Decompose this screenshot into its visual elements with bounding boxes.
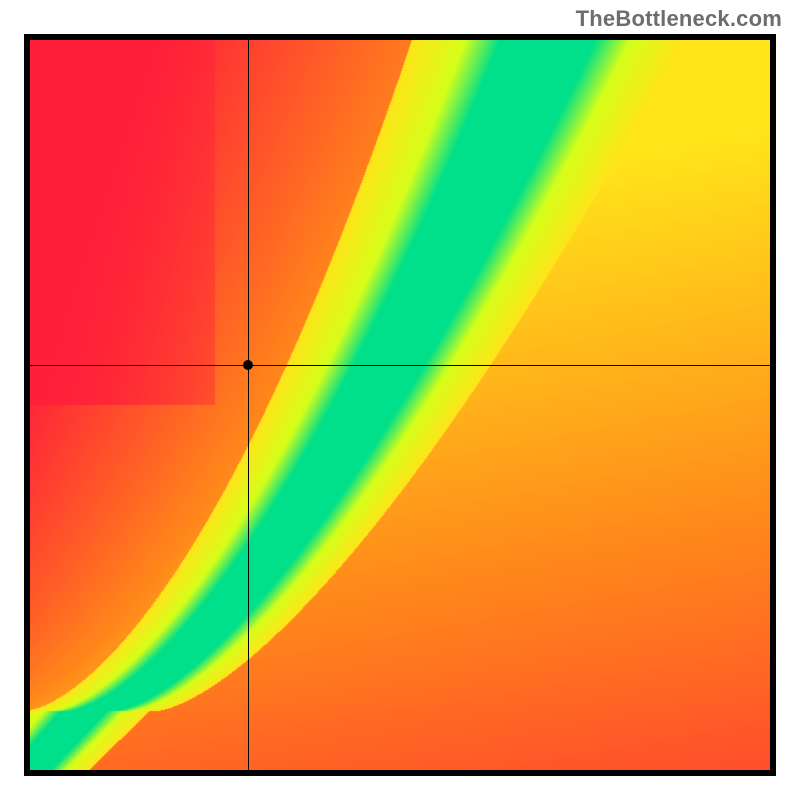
chart-frame — [24, 34, 776, 776]
bottleneck-heatmap — [30, 40, 770, 770]
crosshair-marker — [243, 360, 253, 370]
crosshair-vertical — [248, 40, 249, 770]
crosshair-horizontal — [30, 365, 770, 366]
watermark-text: TheBottleneck.com — [576, 6, 782, 32]
